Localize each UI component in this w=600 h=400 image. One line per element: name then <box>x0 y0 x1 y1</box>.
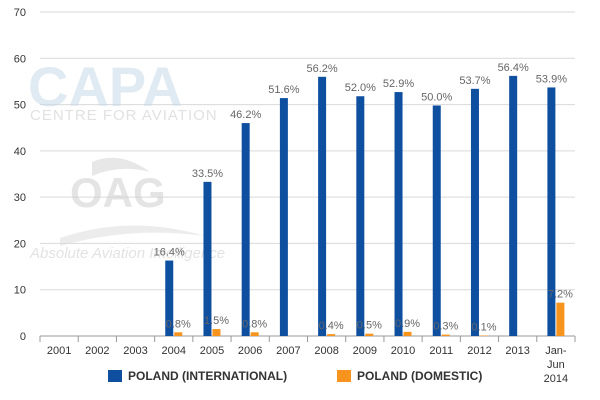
bar-domestic <box>250 332 259 336</box>
bar-international <box>279 98 288 336</box>
x-tick-label: Jan- <box>545 345 567 357</box>
capa-subtitle-watermark: CENTRE FOR AVIATION <box>30 107 218 124</box>
bar-international <box>241 123 250 336</box>
x-tick-label: 2009 <box>353 345 377 357</box>
y-tick-label: 60 <box>14 53 26 65</box>
data-label-international: 52.9% <box>383 78 414 90</box>
bar-domestic <box>441 334 450 336</box>
bar-international <box>432 105 441 336</box>
bar-international <box>203 181 212 336</box>
oag-wing-icon <box>60 225 205 246</box>
bar-international <box>318 76 327 337</box>
bar-international <box>509 75 518 337</box>
x-tick-label: 2007 <box>276 345 300 357</box>
bar-domestic <box>212 329 221 336</box>
x-tick-label: 2002 <box>85 345 109 357</box>
data-label-international: 52.0% <box>345 82 376 94</box>
bar-domestic <box>556 302 565 336</box>
bar-international <box>165 260 174 336</box>
bar-domestic <box>403 331 412 336</box>
data-label-domestic: 7.2% <box>548 289 573 301</box>
x-tick-label: 2012 <box>467 345 491 357</box>
x-tick-label: 2001 <box>47 345 71 357</box>
bar-international <box>394 92 403 337</box>
y-tick-label: 30 <box>14 192 26 204</box>
y-tick-label: 0 <box>20 331 26 343</box>
data-label-international: 53.7% <box>459 75 490 87</box>
legend-swatch-domestic <box>337 370 351 382</box>
bar-international <box>547 87 556 337</box>
x-tick-label: 2005 <box>200 345 224 357</box>
x-tick-label: 2006 <box>238 345 262 357</box>
bar-international <box>470 88 479 336</box>
x-tick-label: 2013 <box>505 345 529 357</box>
axes: 0 10 20 30 40 50 60 70 2001 2002 2003 2004 2005 2006 2… <box>14 7 576 385</box>
x-tick-label: 2011 <box>429 345 453 357</box>
oag-swoosh-icon <box>92 157 150 176</box>
data-label-domestic: 0.9% <box>395 318 420 330</box>
oag-logo-watermark: OAG <box>70 169 166 216</box>
y-tick-label: 50 <box>14 100 26 112</box>
data-label-international: 50.0% <box>421 91 452 103</box>
data-label-domestic: 0.5% <box>357 320 382 332</box>
x-tick-label: 2010 <box>391 345 415 357</box>
x-tick-label: 2004 <box>162 345 186 357</box>
data-label-domestic: 0.1% <box>471 322 496 334</box>
y-tick-label: 20 <box>14 238 26 250</box>
data-label-domestic: 0.4% <box>319 320 344 332</box>
x-tick-label: 2014 <box>544 373 568 385</box>
data-label-international: 51.6% <box>268 84 299 96</box>
gridlines <box>40 11 575 291</box>
data-label-international: 33.5% <box>192 168 223 180</box>
x-tick-label: 2008 <box>314 345 338 357</box>
data-label-domestic: 0.8% <box>242 318 267 330</box>
bar-domestic <box>327 334 336 336</box>
capa-logo-watermark: CAPA <box>28 55 183 118</box>
x-tick-label: 2003 <box>123 345 147 357</box>
bar-domestic <box>174 332 183 336</box>
y-tick-label: 10 <box>14 285 26 297</box>
legend-label-international: POLAND (INTERNATIONAL) <box>128 369 287 383</box>
data-label-international: 46.2% <box>230 109 261 121</box>
data-label-international: 16.4% <box>154 247 185 259</box>
watermark: CAPA CENTRE FOR AVIATION OAG Absolute Av… <box>28 55 225 262</box>
data-label-domestic: 0.8% <box>166 318 191 330</box>
legend-label-domestic: POLAND (DOMESTIC) <box>357 369 482 383</box>
y-tick-label: 70 <box>14 7 26 19</box>
data-labels: 16.4% 33.5% 46.2% 51.6% 56.2% 52.0% 52.9% 50.0%… <box>154 62 573 334</box>
bar-international <box>356 96 365 337</box>
bar-domestic <box>365 333 374 336</box>
oag-subtitle-watermark: Absolute Aviation Intelligence <box>29 245 225 262</box>
data-label-domestic: 1.5% <box>204 315 229 327</box>
data-label-international: 56.2% <box>307 63 338 75</box>
x-tick-label: Jun <box>547 359 565 371</box>
bars <box>165 75 565 337</box>
data-label-domestic: 0.3% <box>433 321 458 333</box>
y-tick-label: 40 <box>14 146 26 158</box>
legend: POLAND (INTERNATIONAL) POLAND (DOMESTIC) <box>108 369 482 383</box>
data-label-international: 53.9% <box>536 73 567 85</box>
data-label-international: 56.4% <box>498 62 529 74</box>
legend-swatch-international <box>108 370 122 382</box>
